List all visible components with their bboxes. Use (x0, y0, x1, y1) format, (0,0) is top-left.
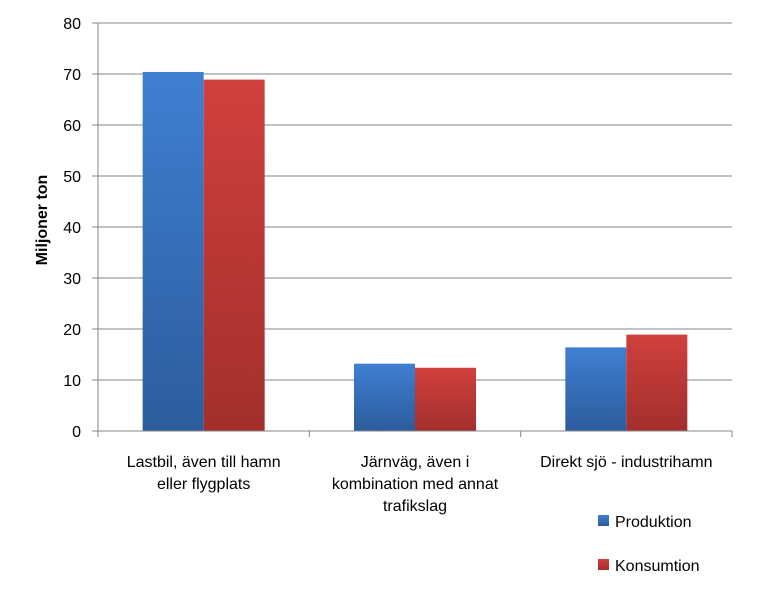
y-tick-label: 50 (63, 169, 81, 186)
y-tick-label: 60 (63, 118, 81, 135)
bar-konsumtion-1 (203, 79, 265, 432)
y-axis-title: Miljoner ton (34, 175, 51, 266)
legend-label: Produktion (615, 514, 692, 531)
legend-swatch (598, 559, 609, 570)
axes (92, 22, 733, 437)
legend-item-produktion: Produktion (598, 514, 692, 531)
y-tick-label: 30 (63, 271, 81, 288)
x-category-label: Lastbil, även till hamn eller flygplats (127, 454, 281, 493)
bar-produktion-2 (354, 363, 415, 431)
bars (142, 71, 688, 432)
y-tick-labels: 0 10 20 30 40 50 60 70 80 (63, 16, 81, 441)
legend: Produktion Konsumtion (598, 514, 700, 575)
y-tick-label: 40 (63, 220, 81, 237)
bar-produktion-3 (565, 347, 627, 431)
y-tick-label: 70 (63, 67, 81, 84)
bar-produktion-1 (142, 71, 204, 432)
legend-swatch (598, 515, 609, 526)
x-category-label: Järnväg, även i kombination med annat traf… (332, 454, 499, 515)
bar-konsumtion-3 (626, 334, 688, 431)
x-category-label: Direkt sjö - industrihamn (540, 454, 713, 471)
y-tick-label: 0 (72, 424, 81, 441)
y-tick-label: 20 (63, 322, 81, 339)
category-labels: Lastbil, även till hamn eller flygplats Jä… (127, 454, 713, 515)
y-tick-label: 80 (63, 16, 81, 33)
y-tick-label: 10 (63, 373, 81, 390)
legend-item-konsumtion: Konsumtion (598, 558, 700, 575)
legend-label: Konsumtion (615, 558, 700, 575)
bar-konsumtion-2 (415, 367, 476, 431)
